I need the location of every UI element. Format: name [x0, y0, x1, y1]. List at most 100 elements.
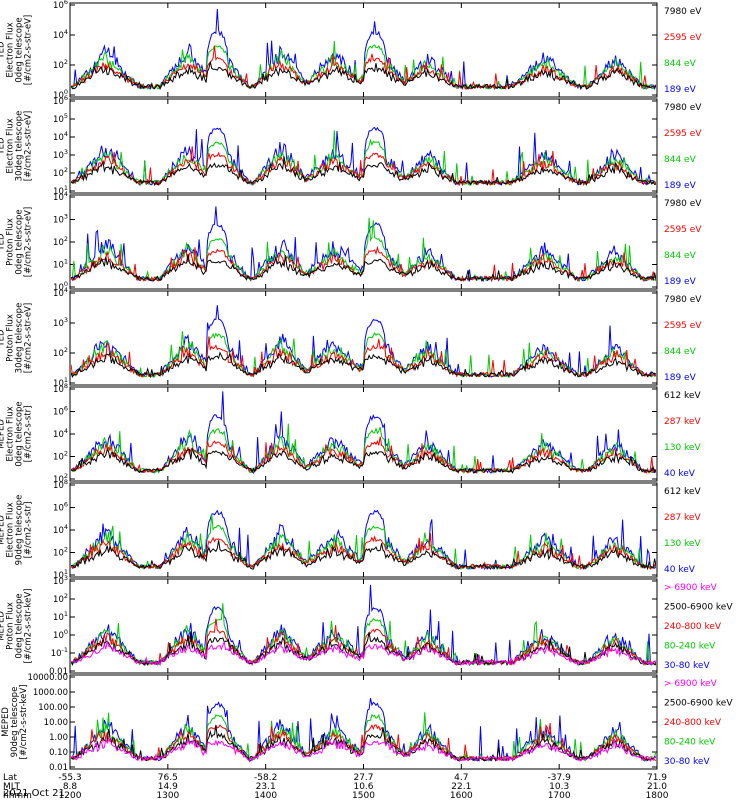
legend-entry: 130 keV	[664, 539, 701, 549]
y-tick-label: 0.10	[49, 748, 68, 758]
y-axis-label-line: Proton Flux	[6, 602, 16, 650]
y-tick-label: 102	[53, 346, 68, 359]
series-trace	[71, 61, 656, 91]
series-trace	[71, 509, 656, 571]
data-traces	[71, 584, 656, 667]
y-axis-label-line: [#/cm2-s-str-keV]	[24, 589, 34, 664]
y-axis-label-line: TED	[0, 41, 7, 60]
legend-entry: 40 keV	[664, 565, 696, 575]
y-axis-label: TED Proton Flux 0deg telescope [#/cm2-s-str…	[0, 207, 34, 277]
y-axis-label-line: Electron Flux	[6, 118, 16, 173]
series-trace	[71, 737, 656, 762]
legend-entry: 287 keV	[664, 513, 701, 523]
legend-entry: 240-800 keV	[664, 718, 722, 728]
x-tick-label: 10.3	[549, 782, 569, 792]
x-tick-label: -58.2	[254, 773, 277, 783]
data-traces	[71, 509, 656, 571]
y-tick-label: 104	[53, 130, 68, 143]
y-axis-label-line: Electron Flux	[6, 22, 16, 77]
y-axis-label-line: MEPED	[0, 419, 7, 449]
series-trace	[71, 540, 656, 571]
series-trace	[71, 712, 656, 762]
x-tick-label: 23.1	[256, 782, 276, 792]
legend-entry: 7980 eV	[664, 295, 702, 305]
y-axis-label-line: [#/cm2-s-str]	[24, 406, 34, 463]
legend-entry: > 6900 keV	[664, 583, 718, 593]
x-tick-label: 10.6	[353, 782, 373, 792]
legend-entry: 80-240 keV	[664, 738, 716, 748]
x-tick-label: 1300	[156, 791, 179, 800]
y-tick-label: 101	[53, 258, 68, 271]
legend-entry: 2595 eV	[664, 225, 702, 235]
x-row-label: Lat	[3, 773, 18, 783]
y-axis-label-line: [#/cm2-s-str-eV]	[24, 111, 34, 181]
data-traces	[71, 697, 656, 763]
x-tick-label: 1700	[548, 791, 571, 800]
y-axis-label-line: [#/cm2-s-str]	[24, 502, 34, 559]
legend-entry: 2500-6900 keV	[664, 699, 733, 709]
y-axis-label-line: TED	[0, 233, 7, 252]
legend-entry: 612 keV	[664, 391, 701, 401]
y-tick-label: 10-1	[51, 646, 68, 659]
legend-entry: 189 eV	[664, 277, 697, 287]
y-tick-label: 0.01	[49, 763, 68, 773]
y-axis-label-line: MEPED	[1, 707, 11, 737]
data-traces	[71, 206, 656, 283]
y-tick-label: 102	[53, 450, 68, 463]
data-traces	[71, 305, 656, 379]
panel-frame	[69, 2, 658, 98]
y-axis-label-line: [#/cm2-s-str-eV]	[24, 207, 34, 277]
series-trace	[71, 254, 656, 283]
x-tick-label: 1600	[450, 791, 473, 800]
x-tick-label: 71.9	[647, 773, 667, 783]
legend-entry: 612 keV	[664, 487, 701, 497]
legend-entry: 30-80 keV	[664, 661, 710, 671]
y-tick-label: 106	[53, 405, 68, 418]
x-tick-label: 1200	[59, 791, 82, 800]
y-tick-label: 104	[53, 427, 68, 440]
series-trace	[71, 156, 656, 187]
y-tick-label: 101	[53, 610, 68, 623]
y-axis-label-line: [#/cm2-s-str-eV]	[24, 15, 34, 85]
y-tick-label: 106	[53, 0, 68, 11]
y-tick-label: 102	[53, 58, 68, 71]
y-axis-label: MEPED Proton Flux 0deg telescope [#/cm2-s-s…	[0, 589, 34, 664]
legend-entry: 7980 eV	[664, 199, 702, 209]
panel-frame	[69, 482, 658, 578]
y-axis-label-line: 90deg telescope	[15, 495, 25, 566]
legend-entry: > 6900 keV	[664, 679, 718, 689]
series-trace	[71, 448, 656, 474]
y-tick-label: 102	[53, 235, 68, 248]
y-axis-label-line: 0deg telescope	[15, 401, 25, 466]
y-tick-label: 102	[53, 592, 68, 605]
y-tick-label: 102	[53, 166, 68, 179]
y-tick-label: 104	[53, 523, 68, 536]
y-axis-label-line: TED	[0, 137, 7, 156]
y-axis-label: MEPED Electron Flux 0deg telescope [#/cm2-s…	[0, 401, 34, 466]
date-label: 2021 Oct 21	[3, 788, 65, 799]
y-axis-label-line: Electron Flux	[6, 406, 16, 461]
series-trace	[71, 514, 656, 571]
series-trace	[71, 45, 656, 91]
y-axis-label: MEPED Electron Flux 90deg telescope [#/cm2-…	[0, 495, 34, 566]
series-trace	[71, 331, 656, 379]
y-axis-label: TED Electron Flux 30deg telescope [#/cm2-s-…	[0, 111, 34, 182]
y-axis-label: TED Proton Flux 30deg telescope [#/cm2-s-st…	[0, 303, 34, 374]
x-tick-label: 4.7	[454, 773, 468, 783]
x-tick-label: 1500	[352, 791, 375, 800]
y-axis-label-line: MEPED	[0, 611, 7, 641]
data-traces	[71, 391, 656, 475]
y-tick-label: 104	[53, 28, 68, 41]
x-axis: LatMLThhmm-55.38.8120076.514.91300-58.22…	[3, 773, 669, 800]
y-tick-label: 103	[53, 316, 68, 329]
legend-entry: 189 eV	[664, 85, 697, 95]
x-tick-label: 1400	[254, 791, 277, 800]
data-traces	[71, 8, 656, 91]
x-tick-label: -55.3	[58, 773, 81, 783]
y-tick-label: 1000.00	[33, 688, 68, 698]
